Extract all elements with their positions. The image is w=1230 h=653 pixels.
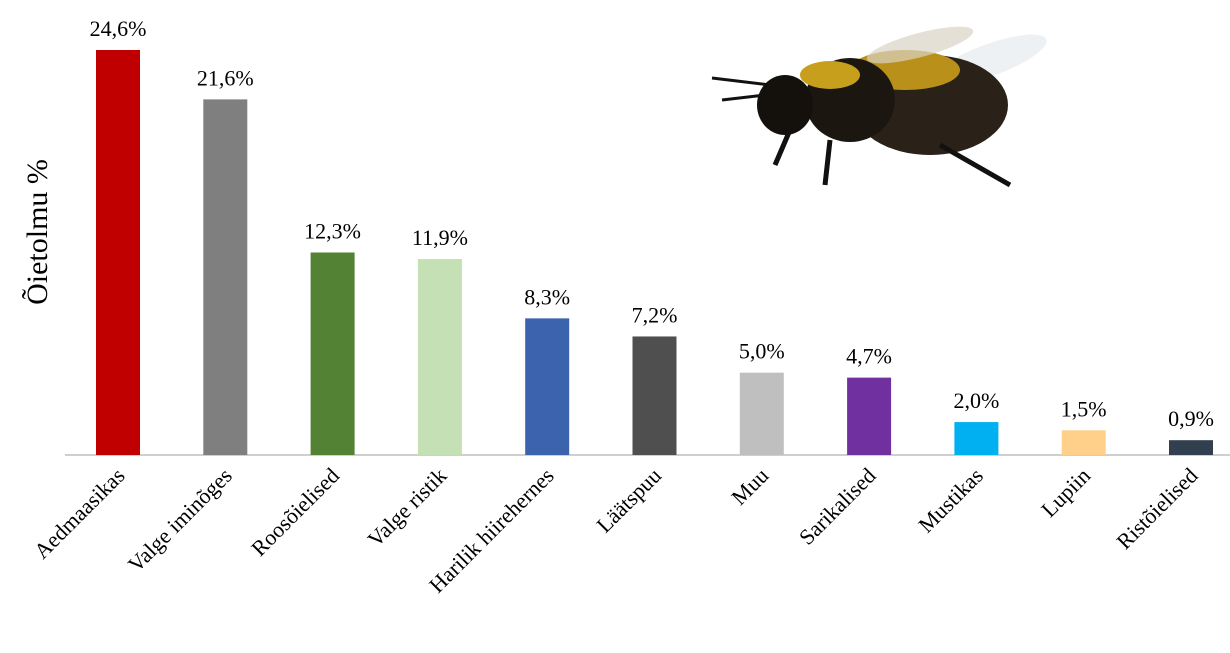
bar <box>311 253 355 456</box>
data-label: 0,9% <box>1168 406 1214 431</box>
data-label: 21,6% <box>197 65 254 90</box>
data-label: 2,0% <box>953 388 999 413</box>
x-tick-label: Valge ristik <box>362 463 451 552</box>
bar <box>203 99 247 455</box>
bar <box>418 259 462 455</box>
data-label: 12,3% <box>304 219 361 244</box>
x-tick-label: Muu <box>726 463 773 510</box>
bar <box>740 373 784 455</box>
x-tick-label: Läätspuu <box>591 463 666 538</box>
bar <box>633 336 677 455</box>
x-tick-label: Sarikalised <box>794 463 881 550</box>
y-axis-label: Õietolmu % <box>21 159 54 305</box>
data-label: 7,2% <box>632 302 678 327</box>
data-label: 4,7% <box>846 344 892 369</box>
bar <box>1062 430 1106 455</box>
x-tick-label: Lupiin <box>1036 463 1095 522</box>
x-tick-label: Ristõielised <box>1111 463 1202 554</box>
x-tick-label: Valge iminõges <box>123 463 237 577</box>
chart: Õietolmu % 24,6% Aedmaasikas 21,6% Valge im… <box>0 0 1230 648</box>
data-label: 1,5% <box>1061 396 1107 421</box>
bar <box>954 422 998 455</box>
bar <box>525 318 569 455</box>
data-label: 11,9% <box>412 225 468 250</box>
bar <box>847 378 891 455</box>
x-tick-label: Roosõielised <box>246 463 344 561</box>
bar <box>1169 440 1213 455</box>
data-label: 5,0% <box>739 339 785 364</box>
x-tick-label: Mustikas <box>913 463 988 538</box>
data-label: 24,6% <box>90 16 147 41</box>
bar <box>96 50 140 455</box>
x-tick-label: Aedmaasikas <box>29 463 130 564</box>
bee-illustration <box>712 19 1052 185</box>
data-label: 8,3% <box>524 284 570 309</box>
